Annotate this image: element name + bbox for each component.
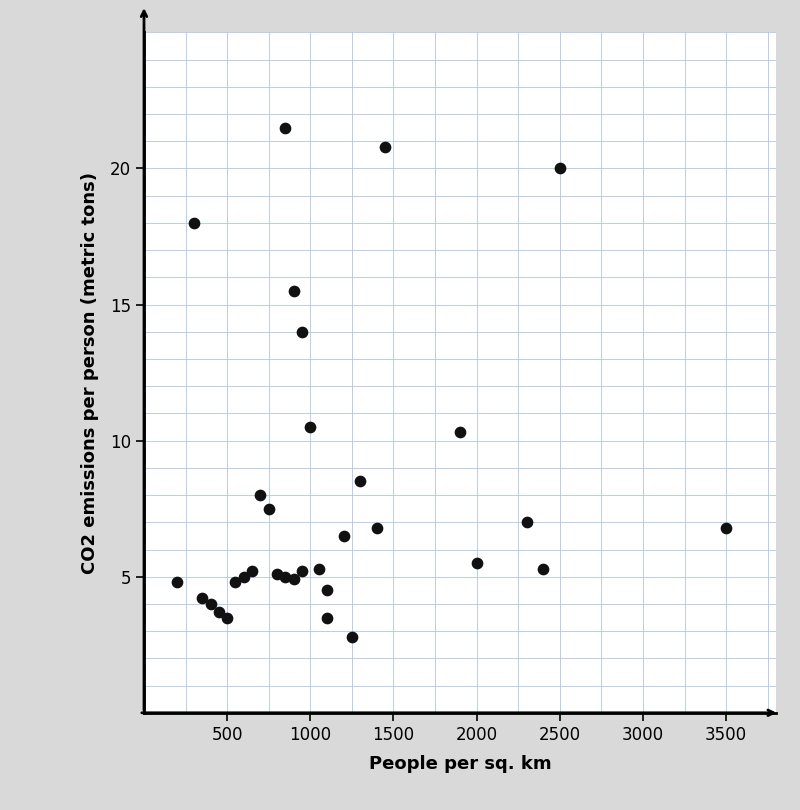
Point — [296, 326, 309, 339]
Point — [321, 584, 334, 597]
Point — [262, 502, 275, 515]
Point — [304, 420, 317, 433]
X-axis label: People per sq. km: People per sq. km — [369, 755, 551, 773]
Point — [279, 122, 292, 134]
Point — [470, 556, 483, 569]
Y-axis label: CO2 emissions per person (metric tons): CO2 emissions per person (metric tons) — [81, 172, 98, 573]
Point — [454, 426, 466, 439]
Point — [171, 576, 184, 589]
Point — [238, 570, 250, 583]
Point — [346, 630, 358, 643]
Point — [287, 573, 300, 586]
Point — [321, 611, 334, 624]
Point — [229, 576, 242, 589]
Point — [354, 475, 366, 488]
Point — [254, 488, 267, 501]
Point — [554, 162, 566, 175]
Point — [312, 562, 325, 575]
Point — [720, 522, 733, 535]
Point — [187, 216, 200, 229]
Point — [246, 565, 258, 578]
Point — [204, 598, 217, 611]
Point — [221, 611, 234, 624]
Point — [378, 140, 391, 153]
Point — [337, 530, 350, 543]
Point — [270, 568, 283, 581]
Point — [537, 562, 550, 575]
Point — [279, 570, 292, 583]
Point — [196, 592, 209, 605]
Point — [213, 606, 226, 619]
Point — [287, 284, 300, 297]
Point — [370, 522, 383, 535]
Point — [296, 565, 309, 578]
Point — [520, 516, 533, 529]
